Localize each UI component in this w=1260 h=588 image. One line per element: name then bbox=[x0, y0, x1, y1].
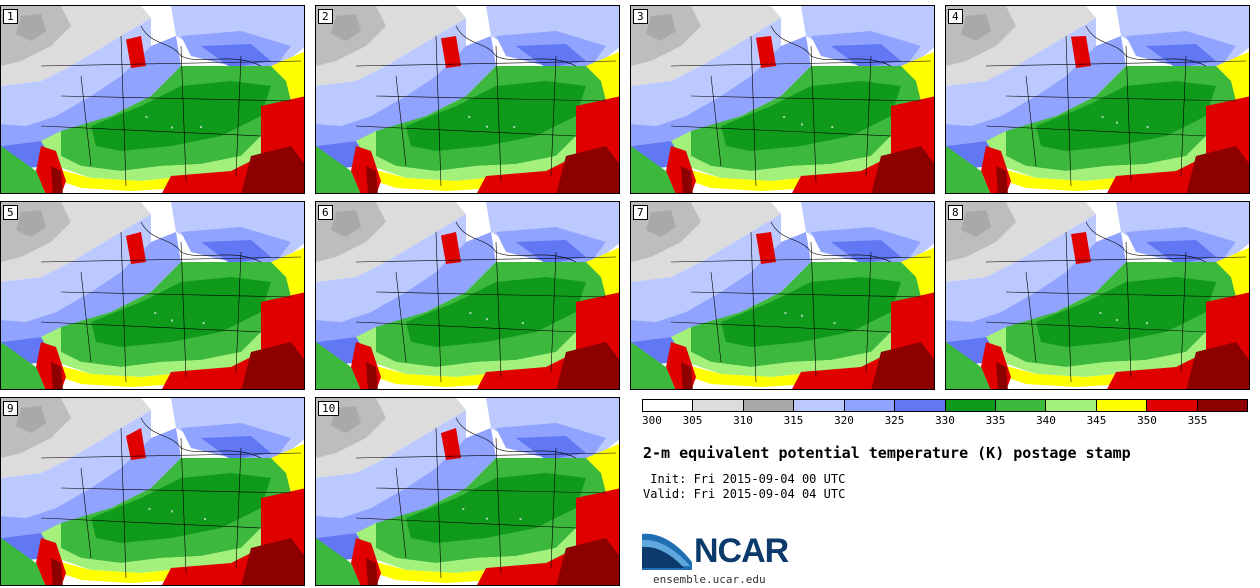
ncar-logo: NCAR ensemble.ucar.edu bbox=[642, 530, 802, 586]
member-label: 6 bbox=[318, 205, 333, 220]
member-panel-2: 2 bbox=[315, 5, 620, 194]
member-panel-1: 1 bbox=[0, 5, 305, 194]
member-label: 2 bbox=[318, 9, 333, 24]
colorbar-segment bbox=[1046, 400, 1097, 411]
colorbar-segment bbox=[1096, 400, 1148, 411]
member-label: 9 bbox=[3, 401, 18, 416]
colorbar-segment bbox=[794, 400, 845, 411]
colorbar-labels: 300 305 310 315 320 325 330 335 340 345 350 355 bbox=[642, 414, 1248, 428]
colorbar-tick-label: 325 bbox=[884, 414, 905, 427]
member-label: 10 bbox=[318, 401, 340, 416]
member-panel-9: 9 bbox=[0, 397, 305, 586]
colorbar-segment bbox=[1147, 400, 1198, 411]
colorbar-tick-label: 305 bbox=[682, 414, 703, 427]
colorbar-tick-label: 300 bbox=[642, 414, 662, 427]
colorbar-tick-label: 310 bbox=[733, 414, 753, 427]
member-label: 4 bbox=[948, 9, 963, 24]
member-label: 3 bbox=[633, 9, 648, 24]
member-panel-7: 7 bbox=[630, 201, 935, 390]
init-time: Init: Fri 2015-09-04 00 UTC bbox=[643, 472, 846, 486]
logo-url: ensemble.ucar.edu bbox=[653, 573, 766, 586]
member-label: 1 bbox=[3, 9, 18, 24]
colorbar-segment bbox=[643, 400, 694, 411]
colorbar-tick-label: 330 bbox=[935, 414, 955, 427]
member-panel-6: 6 bbox=[315, 201, 620, 390]
colorbar-tick-label: 340 bbox=[1036, 414, 1056, 427]
colorbar-segment bbox=[1197, 400, 1248, 411]
member-label: 5 bbox=[3, 205, 18, 220]
valid-time: Valid: Fri 2015-09-04 04 UTC bbox=[643, 487, 846, 501]
colorbar-tick-label: 345 bbox=[1086, 414, 1107, 427]
colorbar-segment bbox=[844, 400, 896, 411]
colorbar-segment bbox=[945, 400, 996, 411]
ncar-swoosh-icon bbox=[642, 533, 692, 570]
colorbar-tick-label: 335 bbox=[985, 414, 1006, 427]
figure-title: 2-m equivalent potential temperature (K)… bbox=[643, 444, 1131, 462]
colorbar-segment bbox=[693, 400, 744, 411]
colorbar-tick-label: 350 bbox=[1137, 414, 1157, 427]
logo-wordmark: NCAR bbox=[694, 532, 789, 570]
colorbar-tick-label: 320 bbox=[834, 414, 854, 427]
colorbar-segment bbox=[995, 400, 1047, 411]
colorbar-segment bbox=[743, 400, 795, 411]
member-panel-5: 5 bbox=[0, 201, 305, 390]
member-panel-3: 3 bbox=[630, 5, 935, 194]
member-panel-4: 4 bbox=[945, 5, 1250, 194]
colorbar-tick-label: 355 bbox=[1187, 414, 1208, 427]
colorbar-segment bbox=[895, 400, 946, 411]
member-panel-10: 10 bbox=[315, 397, 620, 586]
member-panel-8: 8 bbox=[945, 201, 1250, 390]
colorbar bbox=[642, 399, 1248, 412]
colorbar-tick-label: 315 bbox=[783, 414, 804, 427]
member-label: 8 bbox=[948, 205, 963, 220]
member-label: 7 bbox=[633, 205, 648, 220]
